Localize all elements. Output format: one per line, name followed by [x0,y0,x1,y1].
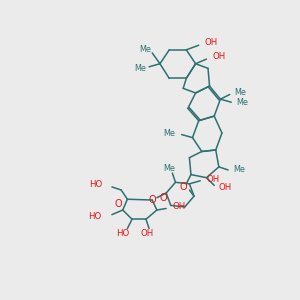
Text: OH: OH [172,202,186,211]
Text: Me: Me [164,128,175,137]
Text: Me: Me [233,166,245,175]
Text: OH: OH [206,175,220,184]
Text: O: O [179,182,187,192]
Text: OH: OH [205,38,218,47]
Text: O: O [148,195,156,205]
Text: Me: Me [234,88,246,97]
Text: OH: OH [141,229,154,238]
Text: HO: HO [116,229,129,238]
Text: OH: OH [219,183,232,192]
Text: HO: HO [88,212,102,221]
Text: Me: Me [139,45,151,54]
Text: Me: Me [236,98,248,107]
Text: O: O [114,199,122,209]
Text: HO: HO [89,180,103,189]
Text: OH: OH [213,52,226,61]
Text: Me: Me [135,64,146,73]
Text: O: O [159,193,167,203]
Text: Me: Me [163,164,175,173]
